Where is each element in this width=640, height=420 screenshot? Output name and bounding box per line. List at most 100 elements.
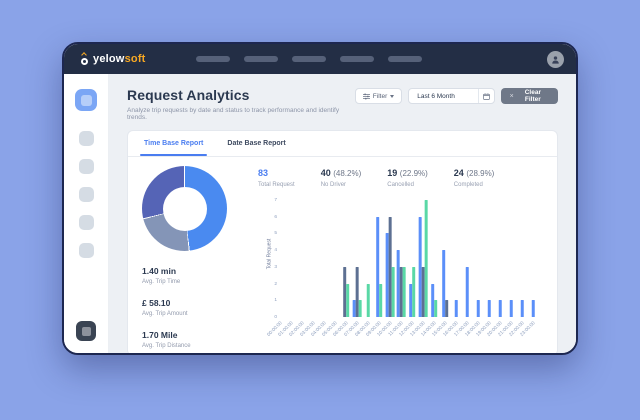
- bar-no-driver: [442, 250, 445, 317]
- bar-completed: [346, 283, 349, 317]
- tab-date-base-report[interactable]: Date Base Report: [217, 131, 295, 156]
- brand-logo-text: yelowsoft: [93, 53, 146, 65]
- date-range-input[interactable]: Last 6 Month: [408, 88, 495, 104]
- sidebar-item-3[interactable]: [78, 187, 94, 202]
- bar-completed: [412, 266, 415, 317]
- bar-group-16:00:00: [454, 200, 458, 317]
- bar-no-driver: [385, 233, 389, 317]
- bar-no-driver: [352, 300, 356, 317]
- y-tick-label: 1: [274, 298, 277, 304]
- y-tick-label: 5: [274, 231, 277, 237]
- bar-no-driver: [465, 266, 469, 317]
- user-avatar[interactable]: [547, 50, 564, 68]
- bar-group-21:00:00: [509, 200, 513, 317]
- clear-filter-button[interactable]: × Clear Filter: [500, 88, 558, 104]
- clear-filter-label: Clear Filter: [524, 89, 541, 103]
- stat-cancelled: 19 (22.9%) Cancelled: [387, 168, 428, 188]
- bar-group-17:00:00: [465, 200, 469, 317]
- bar-completed: [391, 266, 395, 317]
- y-tick-label: 4: [274, 248, 277, 254]
- stat-completed: 24 (28.9%) Completed: [453, 168, 495, 188]
- sidebar-item-bottom[interactable]: [76, 321, 96, 341]
- report-tabs: Time Base Report Date Base Report: [128, 131, 557, 157]
- bar-group-14:00:00: [431, 200, 437, 317]
- page-header: Request Analytics Analyze trip requests …: [127, 87, 558, 121]
- bar-group-19:00:00: [487, 200, 491, 317]
- bar-no-driver: [431, 283, 434, 317]
- nav-placeholder-item[interactable]: [291, 56, 326, 62]
- sidebar: [64, 74, 109, 353]
- filter-button[interactable]: Filter: [354, 88, 403, 104]
- nav-placeholder-item[interactable]: [195, 56, 230, 62]
- bar-no-driver: [487, 300, 491, 317]
- chevron-down-icon: [390, 94, 395, 98]
- stats-row: 83 Total Request 40 (48.2%) No Driver 19 (2…: [258, 166, 543, 188]
- date-range-value: Last 6 Month: [417, 92, 455, 100]
- sidebar-item-1[interactable]: [78, 131, 94, 146]
- metric-avg-trip-time: 1.40 min Avg. Trip Time: [142, 266, 181, 285]
- bar-group-13:00:00: [418, 200, 428, 317]
- y-tick-label: 0: [274, 315, 277, 320]
- metric-avg-trip-amount: £ 58.10 Avg. Trip Amount: [142, 298, 188, 317]
- filter-button-label: Filter: [372, 92, 388, 100]
- bar-group-09:00:00: [376, 200, 382, 317]
- bar-no-driver: [509, 300, 513, 317]
- bar-no-driver: [376, 216, 379, 317]
- bar-group-15:00:00: [442, 200, 448, 317]
- sidebar-item-5[interactable]: [78, 243, 94, 258]
- bar-group-20:00:00: [498, 200, 502, 317]
- user-icon: [552, 55, 559, 64]
- calendar-icon[interactable]: [478, 89, 493, 103]
- bar-group-18:00:00: [476, 200, 480, 317]
- main-content: Request Analytics Analyze trip requests …: [109, 74, 576, 353]
- y-tick-label: 6: [274, 214, 277, 220]
- app-window: yelowsoft Request Analytics Analyze trip…: [62, 42, 578, 355]
- bar-group-11:00:00: [396, 200, 406, 317]
- bar-cancelled: [388, 216, 392, 317]
- close-icon: ×: [509, 92, 514, 100]
- brand-logo[interactable]: yelowsoft: [79, 52, 146, 65]
- bar-completed: [366, 283, 370, 317]
- bar-cancelled: [343, 266, 346, 317]
- brand-logo-icon: [79, 52, 89, 65]
- donut-hole: [162, 186, 207, 231]
- bar-cancelled: [421, 266, 425, 317]
- bar-completed: [424, 200, 428, 317]
- metric-avg-trip-distance: 1.70 Mile Avg. Trip Distance: [142, 330, 191, 349]
- bar-no-driver: [454, 300, 458, 317]
- bar-no-driver: [498, 300, 502, 317]
- bar-no-driver: [476, 300, 480, 317]
- bar-completed: [379, 283, 382, 317]
- bar-cancelled: [355, 266, 359, 317]
- topbar-nav: [195, 56, 422, 62]
- bar-no-driver: [531, 300, 535, 317]
- bar-group-22:00:00: [520, 200, 524, 317]
- bar-group-06:00:00: [343, 200, 349, 317]
- nav-placeholder-item[interactable]: [387, 56, 422, 62]
- sidebar-item-2[interactable]: [78, 159, 94, 174]
- bar-chart-plot: 0 1 2 3 4 5 6 7 00:00:00 01:00:00 02:00:00 03:00:00…: [267, 198, 537, 338]
- sidebar-item-4[interactable]: [78, 215, 94, 230]
- tab-time-base-report[interactable]: Time Base Report: [134, 131, 213, 156]
- topbar: yelowsoft: [64, 44, 576, 74]
- trip-metrics: 1.40 min Avg. Trip Time £ 58.10 Avg. Trip A…: [142, 266, 242, 349]
- bar-no-driver: [418, 216, 422, 317]
- bar-completed: [358, 300, 362, 317]
- y-tick-label: 3: [274, 264, 277, 270]
- sidebar-item-icon: [80, 94, 92, 106]
- sidebar-item-active[interactable]: [75, 89, 97, 111]
- bar-group-07:00:00: [352, 200, 362, 317]
- y-tick-label: 2: [274, 281, 277, 287]
- bar-group-10:00:00: [385, 200, 395, 317]
- bar-no-driver: [396, 250, 400, 317]
- page-subtitle: Analyze trip requests by date and status…: [127, 107, 340, 121]
- bar-cancelled: [399, 266, 403, 317]
- bar-group-23:00:00: [531, 200, 535, 317]
- page-title: Request Analytics: [127, 87, 250, 103]
- bar-no-driver: [409, 283, 412, 317]
- nav-placeholder-item[interactable]: [243, 56, 278, 62]
- bar-group-08:00:00: [366, 200, 370, 317]
- nav-placeholder-item[interactable]: [339, 56, 374, 62]
- bar-cancelled: [445, 300, 448, 317]
- filter-sliders-icon: [362, 93, 370, 99]
